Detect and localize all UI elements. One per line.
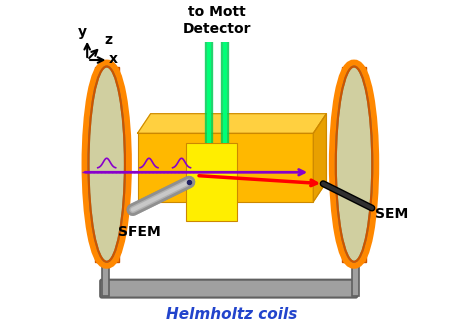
Bar (351, 205, 358, 296)
Bar (94, 67, 119, 262)
Text: x: x (108, 52, 118, 66)
Text: to Mott
Detector: to Mott Detector (183, 5, 251, 36)
Ellipse shape (335, 67, 371, 262)
Bar (101, 205, 109, 296)
Text: y: y (78, 24, 87, 39)
Bar (341, 67, 365, 262)
Text: z: z (105, 33, 113, 47)
FancyBboxPatch shape (100, 280, 357, 297)
Ellipse shape (88, 67, 125, 262)
Text: SEM: SEM (375, 207, 407, 221)
Bar (186, 143, 237, 221)
Ellipse shape (335, 67, 371, 262)
Ellipse shape (88, 67, 125, 262)
Bar (138, 133, 313, 202)
Polygon shape (138, 114, 325, 133)
Text: Helmholtz coils: Helmholtz coils (166, 307, 297, 322)
Polygon shape (313, 114, 325, 202)
Text: SFEM: SFEM (118, 225, 160, 239)
